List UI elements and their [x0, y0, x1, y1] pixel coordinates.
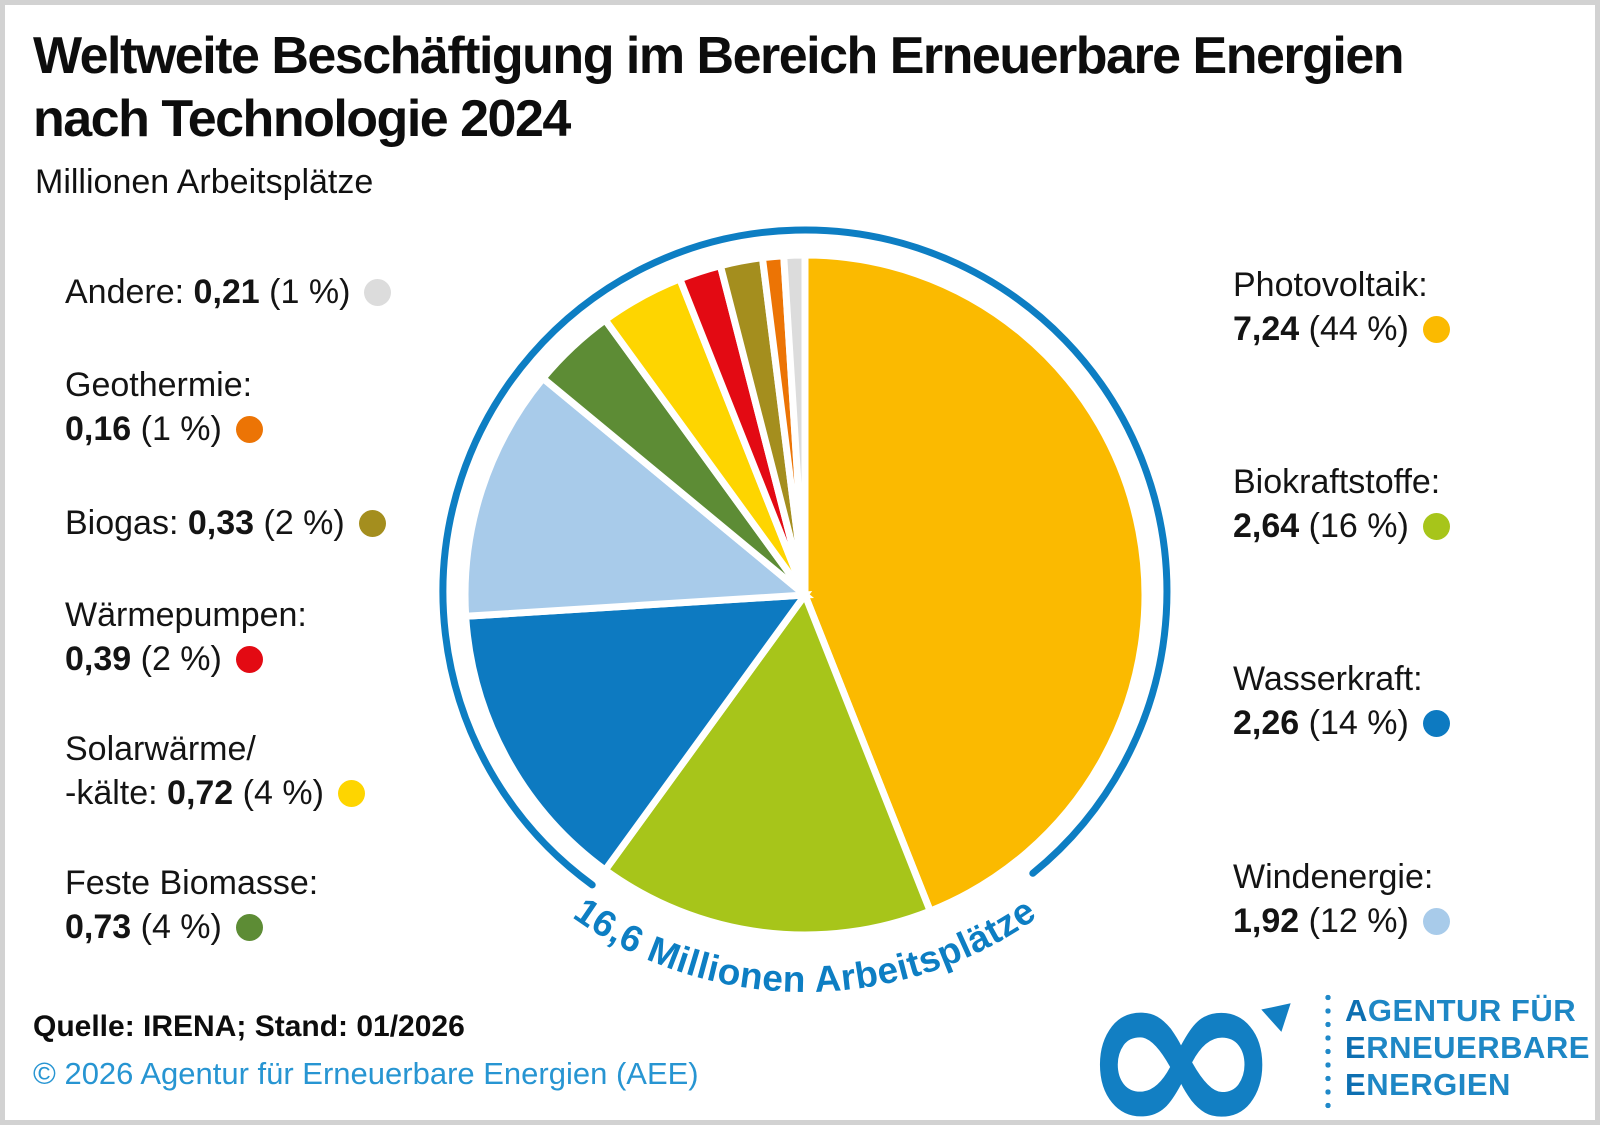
logo-line-1: AGENTUR FÜR	[1345, 993, 1577, 1028]
legend-item-geothermie: Geothermie: 0,16 (1 %)	[65, 363, 263, 451]
page-subtitle: Millionen Arbeitsplätze	[35, 163, 374, 201]
pie-slices	[461, 251, 1149, 939]
legend-dot-waermepumpen	[235, 646, 263, 673]
legend-item-waermepumpen: Wärmepumpen: 0,39 (2 %)	[65, 593, 307, 681]
legend-label: Wasserkraft:	[1233, 660, 1423, 698]
legend-label: Feste Biomasse:	[65, 864, 319, 902]
logo-wordmark: AGENTUR FÜR ERNEUERBARE ENERGIEN	[1345, 992, 1590, 1103]
legend-dot-feste-biomasse	[235, 914, 263, 941]
legend-dot-andere	[364, 279, 392, 306]
legend-pct: (1 %)	[131, 410, 222, 448]
legend-value: 0,72	[167, 774, 234, 812]
legend-dot-solarwaerme	[337, 780, 365, 807]
legend-pct: (4 %)	[131, 908, 222, 946]
pie-slice-andere	[779, 251, 809, 596]
legend-item-feste-biomasse: Feste Biomasse: 0,73 (4 %)	[65, 861, 318, 949]
pie-slice-biokraftstoffe	[600, 587, 935, 939]
pie-slice-wasserkraft	[461, 591, 813, 875]
legend-label: -kälte:	[65, 774, 168, 812]
legend-item-biokraftstoffe: Biokraftstoffe: 2,64 (16 %)	[1233, 460, 1450, 548]
legend-pct: (14 %)	[1299, 704, 1409, 742]
legend-item-wasserkraft: Wasserkraft: 2,26 (14 %)	[1233, 657, 1450, 745]
logo-line-2: ERNEUERBARE	[1345, 1030, 1590, 1065]
pie-slice-photovoltaik	[801, 251, 1149, 916]
page-title: Weltweite Beschäftigung im Bereich Erneu…	[33, 25, 1593, 152]
legend-item-solarwaerme: Solarwärme/ -kälte: 0,72 (4 %)	[65, 727, 365, 815]
legend-value: 0,39	[65, 640, 132, 678]
legend-label: Biogas:	[65, 504, 188, 542]
source-note: Quelle: IRENA; Stand: 01/2026	[33, 1010, 465, 1043]
pie-outer-ring	[439, 226, 1171, 889]
legend-item-windenergie: Windenergie: 1,92 (12 %)	[1233, 855, 1450, 943]
legend-dot-wasserkraft	[1422, 710, 1450, 737]
legend-label: Photovoltaik:	[1233, 266, 1428, 304]
legend-item-andere: Andere: 0,21 (1 %)	[65, 270, 392, 314]
infinity-logo-icon: ∞	[1077, 907, 1286, 1125]
pie-chart: 16,6 Millionen Arbeitsplätze	[439, 226, 1171, 1000]
title-line-1: Weltweite Beschäftigung im Bereich Erneu…	[33, 27, 1405, 85]
legend-value: 2,64	[1233, 507, 1300, 545]
legend-label: Wärmepumpen:	[65, 596, 307, 634]
legend-pct: (4 %)	[233, 774, 324, 812]
legend-pct: (12 %)	[1299, 902, 1409, 940]
legend-value: 0,21	[193, 273, 260, 311]
legend-value: 1,92	[1233, 902, 1300, 940]
legend-label: Geothermie:	[65, 366, 253, 404]
legend-value: 2,26	[1233, 704, 1300, 742]
legend-dot-geothermie	[235, 416, 263, 443]
legend-pct: (44 %)	[1299, 310, 1409, 348]
legend-value: 7,24	[1233, 310, 1300, 348]
legend-label: Windenergie:	[1233, 858, 1434, 896]
logo-dotted-divider	[1325, 991, 1331, 1113]
legend-dot-windenergie	[1422, 908, 1450, 935]
legend-pct: (16 %)	[1299, 507, 1409, 545]
legend-dot-biokraftstoffe	[1422, 513, 1450, 540]
legend-label: Solarwärme/	[65, 730, 256, 768]
legend-pct: (2 %)	[131, 640, 222, 678]
legend-value: 0,33	[187, 504, 255, 542]
legend-dot-biogas	[358, 510, 386, 537]
copyright-note: © 2026 Agentur für Erneuerbare Energien …	[33, 1056, 699, 1091]
legend-item-biogas: Biogas: 0,33 (2 %)	[65, 501, 386, 545]
legend-dot-photovoltaik	[1422, 316, 1450, 343]
logo-line-3: ENERGIEN	[1345, 1067, 1511, 1102]
legend-value: 0,73	[65, 908, 132, 946]
legend-pct: (1 %)	[259, 273, 351, 311]
legend-pct: (2 %)	[254, 504, 345, 542]
legend-value: 0,16	[65, 410, 132, 448]
title-line-2: nach Technologie 2024	[33, 90, 571, 149]
legend-label: Andere:	[65, 273, 194, 311]
legend-item-photovoltaik: Photovoltaik: 7,24 (44 %)	[1233, 263, 1450, 351]
legend-label: Biokraftstoffe:	[1233, 463, 1441, 501]
pie-slice-windenergie	[461, 373, 815, 621]
